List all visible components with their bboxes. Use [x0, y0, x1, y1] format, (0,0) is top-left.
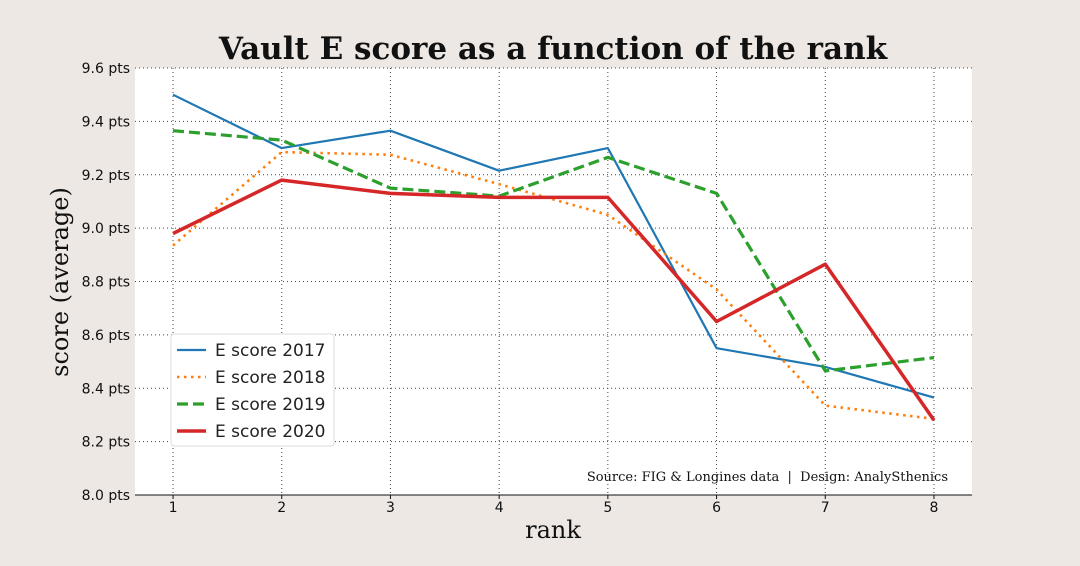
x-tick-label: 1: [169, 500, 178, 516]
y-tick-label: 9.4 pts: [82, 114, 130, 130]
y-tick-label: 9.6 pts: [82, 61, 130, 77]
x-tick-label: 5: [603, 500, 612, 516]
legend-box: [170, 333, 335, 447]
y-tick-label: 9.2 pts: [82, 168, 130, 184]
chart-title: Vault E score as a function of the rank: [218, 31, 889, 67]
y-tick-label: 9.0 pts: [82, 221, 130, 237]
x-tick-label: 3: [386, 500, 395, 516]
series-line-4: [172, 178, 936, 422]
source-note: Source: FIG & Longines data | Design: An…: [587, 470, 948, 485]
y-axis-label: score (average): [46, 187, 74, 377]
x-tick-label: 2: [277, 500, 286, 516]
legend: E score 2017 E score 2018 E score 2019 E sc…: [170, 333, 335, 447]
y-tick-labels: 8.0 pts 8.2 pts 8.4 pts 8.6 pts 8.8 pts 9.0 p…: [82, 61, 130, 504]
legend-label: E score 2018: [215, 368, 326, 388]
y-tick-label: 8.8 pts: [82, 275, 130, 291]
series-line-2: [172, 150, 935, 421]
x-tick-label: 8: [929, 500, 938, 516]
series-line-3: [172, 129, 935, 373]
legend-label: E score 2017: [215, 341, 326, 361]
y-tick-label: 8.2 pts: [82, 435, 130, 451]
x-tick-label: 6: [712, 500, 721, 516]
legend-label: E score 2020: [215, 422, 326, 442]
x-axis-label: rank: [525, 516, 581, 544]
series-line-1: [172, 93, 935, 399]
y-tick-label: 8.4 pts: [82, 381, 130, 397]
x-tick-labels: 1 2 3 4 5 6 7 8: [169, 495, 938, 516]
x-tick-label: 4: [495, 500, 504, 516]
legend-label: E score 2019: [215, 395, 326, 415]
y-tick-label: 8.6 pts: [82, 328, 130, 344]
y-tick-label: 8.0 pts: [82, 488, 130, 504]
series-lines: [172, 93, 936, 422]
x-tick-label: 7: [821, 500, 830, 516]
